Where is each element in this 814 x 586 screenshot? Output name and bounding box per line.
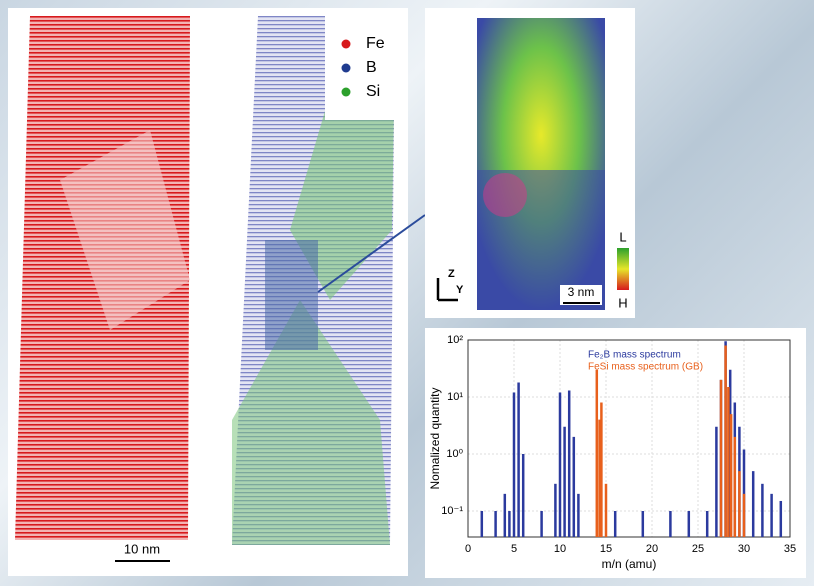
axis-label: Z bbox=[448, 268, 455, 280]
colorbar-label: H bbox=[618, 295, 627, 310]
x-tick-label: 25 bbox=[692, 543, 704, 555]
legend-label: Si bbox=[366, 83, 380, 100]
colorbar-label: L bbox=[619, 229, 626, 244]
y-tick-label: 10² bbox=[447, 334, 463, 346]
x-tick-label: 20 bbox=[646, 543, 658, 555]
x-tick-label: 30 bbox=[738, 543, 750, 555]
axis-label: Y bbox=[456, 284, 464, 296]
x-tick-label: 5 bbox=[511, 543, 517, 555]
y-tick-label: 10⁰ bbox=[446, 448, 463, 460]
roi-box bbox=[265, 240, 318, 350]
x-tick-label: 10 bbox=[554, 543, 566, 555]
si-region bbox=[232, 300, 390, 545]
legend-box bbox=[325, 10, 408, 120]
y-tick-label: 10⁻¹ bbox=[441, 505, 463, 517]
map-region bbox=[483, 173, 527, 217]
legend-label: B bbox=[366, 59, 377, 76]
grain-region bbox=[60, 130, 190, 330]
roi-link bbox=[317, 214, 426, 293]
legend-label: Fe bbox=[366, 35, 385, 52]
x-tick-label: 35 bbox=[784, 543, 796, 555]
legend-marker bbox=[341, 63, 351, 73]
x-axis-label: m/n (amu) bbox=[602, 557, 657, 571]
legend-marker bbox=[341, 87, 351, 97]
x-tick-label: 0 bbox=[465, 543, 471, 555]
y-axis-label: Nomalized quantity bbox=[428, 387, 442, 489]
chart: 0 5 10 15 20 25 30 35 10⁻¹ 10⁰ 10¹ 10² Fe₂B mass spe… bbox=[428, 334, 796, 571]
scale-label: 3 nm bbox=[568, 285, 595, 299]
legend-marker bbox=[341, 39, 351, 49]
scale-bg bbox=[560, 285, 602, 305]
scale-label: 10 nm bbox=[124, 541, 160, 556]
y-tick-label: 10¹ bbox=[447, 391, 463, 403]
plot-frame bbox=[467, 339, 791, 538]
legend: Fe B Si bbox=[341, 35, 385, 100]
x-tick-label: 15 bbox=[600, 543, 612, 555]
colorbar bbox=[617, 248, 629, 290]
legend-label: FeSi mass spectrum (GB) bbox=[588, 362, 703, 373]
axes-icon bbox=[436, 278, 458, 302]
legend-label: Fe₂B mass spectrum bbox=[588, 350, 681, 361]
